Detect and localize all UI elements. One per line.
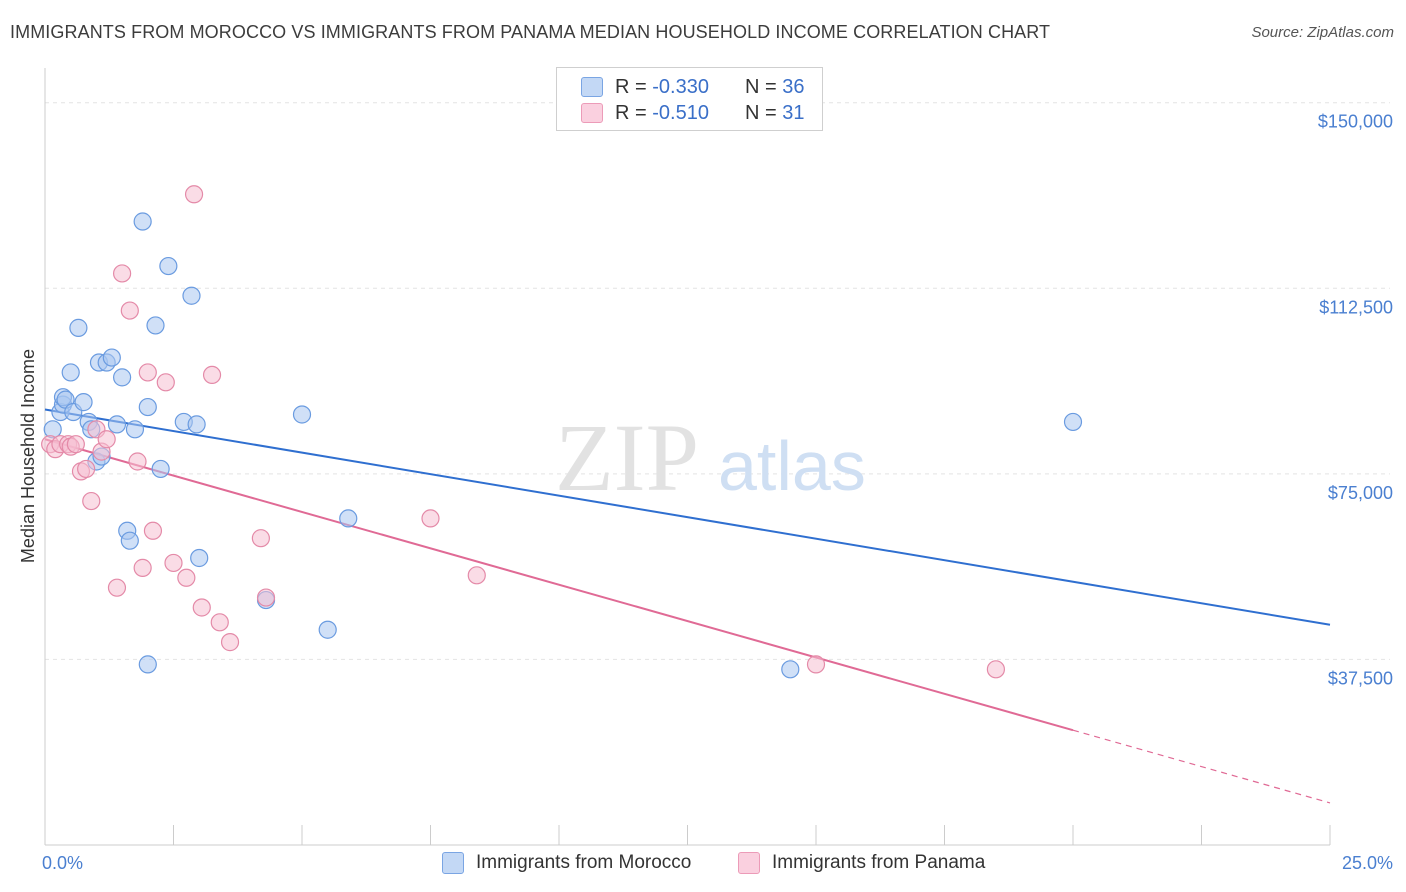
point-panama-20 — [164, 553, 183, 573]
point-panama-13 — [112, 264, 132, 283]
legend-n-panama: N = 31 — [745, 101, 805, 124]
grid-lines — [45, 102, 1390, 660]
point-panama-16 — [133, 558, 152, 577]
point-morocco-21 — [133, 212, 152, 231]
point-panama-23 — [192, 598, 211, 617]
point-panama-11 — [97, 430, 116, 449]
point-panama-32 — [986, 660, 1006, 679]
point-morocco-34 — [339, 509, 358, 528]
trendline-panama — [44, 438, 1074, 732]
trendlines — [44, 408, 1331, 804]
axes — [44, 68, 1331, 846]
legend-swatch-morocco — [581, 77, 603, 97]
point-panama-14 — [120, 301, 139, 320]
point-morocco-17 — [112, 368, 132, 387]
legend-n-morocco: N = 36 — [745, 75, 805, 98]
source-label: Source: ZipAtlas.com — [1251, 24, 1394, 41]
x-tick-label-1: 25.0% — [1342, 853, 1393, 873]
point-morocco-35 — [781, 660, 800, 679]
point-panama-30 — [467, 566, 486, 585]
point-panama-22 — [184, 185, 204, 204]
point-morocco-25 — [151, 459, 170, 479]
y-tick-label-3: $150,000 — [1318, 112, 1393, 132]
point-panama-17 — [138, 363, 157, 382]
legend-swatch-panama — [581, 103, 603, 123]
point-morocco-22 — [138, 397, 157, 417]
point-panama-5 — [66, 435, 85, 454]
point-panama-7 — [77, 459, 96, 479]
point-morocco-15 — [102, 348, 121, 367]
point-panama-18 — [143, 521, 163, 540]
watermark: ZIP atlas — [555, 404, 866, 511]
point-morocco-26 — [159, 256, 178, 276]
series-legend-panama: Immigrants from Panama — [738, 852, 985, 874]
point-morocco-16 — [107, 415, 127, 434]
data-points — [41, 185, 1083, 679]
series-label-panama: Immigrants from Panama — [772, 852, 986, 873]
y-tick-label-2: $112,500 — [1319, 297, 1393, 317]
series-legend: Immigrants from Morocco Immigrants from … — [0, 852, 1406, 878]
legend-r-morocco: R = -0.330 — [615, 75, 709, 98]
legend-r-panama: R = -0.510 — [615, 101, 709, 124]
point-panama-12 — [107, 578, 127, 597]
trendline-morocco — [44, 408, 1331, 626]
point-morocco-30 — [190, 548, 209, 568]
point-panama-8 — [82, 491, 101, 511]
watermark-zip: ZIP — [555, 404, 699, 511]
point-morocco-36 — [1063, 412, 1083, 432]
point-panama-15 — [128, 452, 147, 471]
series-label-morocco: Immigrants from Morocco — [476, 852, 692, 873]
point-morocco-19 — [120, 531, 139, 550]
point-morocco-24 — [146, 316, 165, 335]
series-swatch-morocco — [442, 852, 464, 874]
legend-row-morocco: R = -0.330 N = 36 — [581, 75, 805, 99]
point-morocco-29 — [187, 415, 206, 434]
chart-title: IMMIGRANTS FROM MOROCCO VS IMMIGRANTS FR… — [10, 22, 1051, 42]
trendline-panama-extension — [1072, 729, 1331, 804]
point-morocco-33 — [318, 620, 337, 639]
point-panama-28 — [256, 588, 276, 607]
y-tick-label-0: $37,500 — [1328, 668, 1393, 688]
point-morocco-20 — [125, 420, 145, 439]
y-axis-label: Median Household Income — [18, 349, 38, 563]
point-panama-24 — [202, 365, 222, 385]
series-swatch-panama — [738, 852, 760, 874]
point-morocco-28 — [182, 286, 201, 305]
point-morocco-5 — [61, 363, 80, 382]
point-morocco-8 — [74, 393, 93, 412]
correlation-legend: R = -0.330 N = 36 R = -0.510 N = 31 — [556, 67, 823, 131]
point-morocco-23 — [138, 655, 157, 674]
point-panama-21 — [177, 568, 196, 587]
point-panama-19 — [156, 373, 175, 392]
watermark-atlas: atlas — [718, 427, 866, 505]
point-panama-25 — [210, 613, 229, 632]
legend-row-panama: R = -0.510 N = 31 — [581, 101, 805, 125]
point-panama-29 — [421, 509, 440, 528]
point-panama-27 — [251, 529, 270, 548]
point-morocco-7 — [69, 318, 88, 337]
y-tick-label-1: $75,000 — [1328, 483, 1393, 503]
point-morocco-32 — [292, 405, 312, 424]
point-panama-31 — [806, 655, 826, 674]
axis-labels: $37,500 $75,000 $112,500 $150,000 0.0% 25.0% M… — [18, 112, 1393, 873]
series-legend-morocco: Immigrants from Morocco — [442, 852, 691, 874]
x-tick-label-0: 0.0% — [42, 853, 83, 873]
point-panama-26 — [220, 633, 240, 652]
